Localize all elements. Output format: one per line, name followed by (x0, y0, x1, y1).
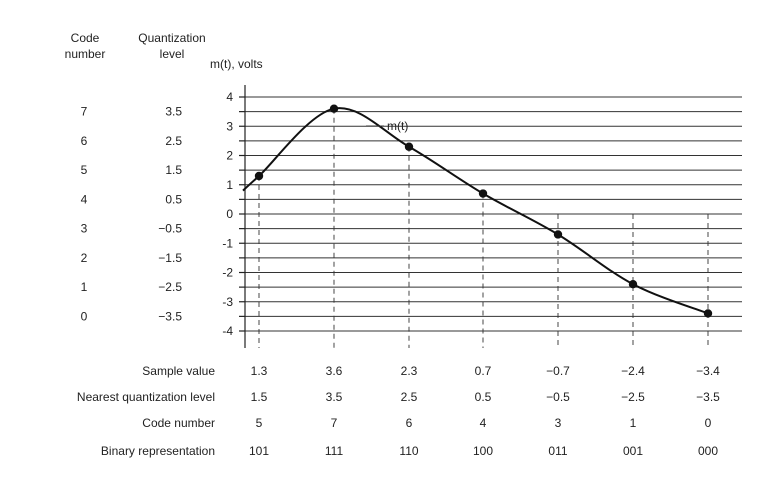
row-label-sample-value: Sample value (142, 364, 215, 378)
y-tick-label: -3 (222, 295, 233, 309)
code-number-cell: 7 (331, 416, 338, 430)
quantization-level-label: −1.5 (158, 251, 182, 265)
row-label-nearest-level: Nearest quantization level (77, 390, 215, 404)
sample-value-cell: −3.4 (696, 364, 720, 378)
sample-point (628, 280, 638, 289)
signal-curve (242, 107, 709, 315)
sample-point (478, 189, 488, 198)
y-tick-label: 2 (226, 149, 233, 163)
quantization-level-label: 3.5 (165, 105, 182, 119)
binary-cell: 111 (325, 444, 344, 458)
nearest-level-cell: −3.5 (696, 390, 720, 404)
code-number-label: 0 (81, 309, 88, 323)
code-number-cell: 0 (705, 416, 712, 430)
binary-cell: 110 (399, 444, 418, 458)
sample-value-cell: 1.3 (251, 364, 268, 378)
sample-point (329, 104, 339, 113)
code-number-label: 2 (81, 251, 88, 265)
y-tick-labels: 4 3 2 1 0 -1 -2 -3 -4 (222, 90, 233, 338)
nearest-level-cell: 2.5 (401, 390, 418, 404)
quantization-level-label: −0.5 (158, 222, 182, 236)
code-number-label: 4 (81, 192, 88, 206)
sample-table: 1.31.551013.63.571112.32.561100.70.54100… (249, 364, 720, 458)
code-number-label: 5 (81, 163, 88, 177)
y-tick-label: 1 (226, 178, 233, 192)
grid-lines (239, 96, 742, 332)
row-label-code-number: Code number (142, 416, 215, 430)
code-number-cell: 3 (555, 416, 562, 430)
binary-cell: 001 (623, 444, 643, 458)
sample-point (553, 230, 563, 239)
quantization-level-label: 0.5 (165, 192, 182, 206)
y-tick-label: -1 (222, 236, 233, 250)
code-number-label: 6 (81, 134, 88, 148)
quantization-level-header-line2: level (160, 47, 185, 61)
binary-cell: 101 (249, 444, 269, 458)
sample-point (254, 171, 264, 181)
y-tick-label: 4 (226, 90, 233, 104)
nearest-level-cell: 0.5 (475, 390, 492, 404)
code-number-labels: 7 6 5 4 3 2 1 0 (81, 105, 88, 324)
code-number-cell: 6 (406, 416, 413, 430)
y-tick-label: 0 (226, 207, 233, 221)
code-number-cell: 4 (480, 416, 487, 430)
binary-cell: 000 (698, 444, 718, 458)
curve-label: m(t) (387, 119, 408, 133)
nearest-level-cell: −2.5 (621, 390, 645, 404)
nearest-level-cell: 1.5 (251, 390, 268, 404)
quantization-level-label: 1.5 (165, 163, 182, 177)
binary-cell: 011 (548, 444, 567, 458)
nearest-level-cell: 3.5 (326, 390, 343, 404)
quantization-level-header-line1: Quantization (138, 31, 205, 45)
code-number-header-line1: Code (71, 31, 100, 45)
sample-point (703, 309, 713, 318)
y-tick-label: 3 (226, 119, 233, 133)
y-axis-label: m(t), volts (210, 57, 263, 71)
y-tick-label: -4 (222, 324, 233, 338)
sample-value-cell: 0.7 (475, 364, 492, 378)
y-tick-label: -2 (222, 266, 233, 280)
row-label-binary: Binary representation (101, 444, 215, 458)
quantization-level-label: −3.5 (158, 309, 182, 323)
code-number-label: 7 (81, 105, 88, 119)
sample-value-cell: 2.3 (401, 364, 418, 378)
code-number-cell: 1 (630, 416, 637, 430)
sample-point (404, 142, 414, 151)
sample-points (254, 104, 713, 318)
nearest-level-cell: −0.5 (546, 390, 570, 404)
binary-cell: 100 (473, 444, 493, 458)
code-number-label: 1 (81, 280, 88, 294)
code-number-label: 3 (81, 222, 88, 236)
quantization-level-label: 2.5 (165, 134, 182, 148)
code-number-cell: 5 (256, 416, 263, 430)
sample-value-cell: −0.7 (546, 364, 570, 378)
sample-value-cell: −2.4 (621, 364, 645, 378)
quantization-level-label: −2.5 (158, 280, 182, 294)
quantization-level-labels: 3.5 2.5 1.5 0.5 −0.5 −1.5 −2.5 −3.5 (158, 105, 182, 324)
sample-value-cell: 3.6 (326, 364, 343, 378)
code-number-header-line2: number (65, 47, 106, 61)
